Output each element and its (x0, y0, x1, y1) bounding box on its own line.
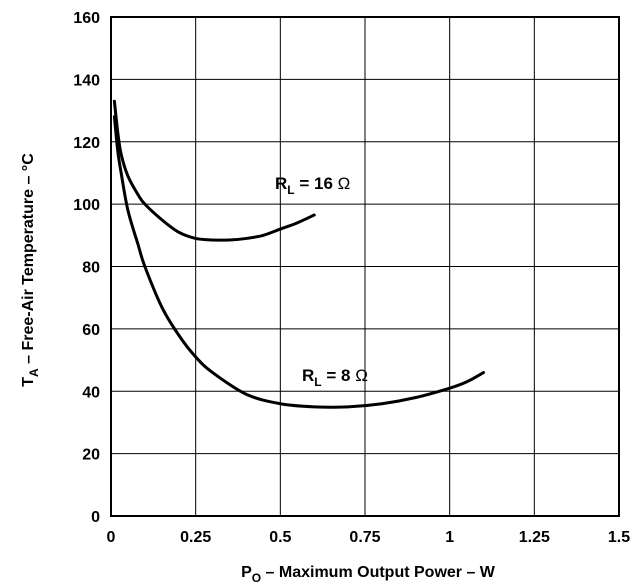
x-tick-label: 0 (107, 529, 116, 546)
y-tick-label: 120 (73, 135, 100, 152)
series-line-16-ohm (112, 99, 316, 242)
series-label-8-ohm: RL = 8 Ω (302, 366, 368, 389)
x-tick-label: 1.25 (519, 529, 550, 546)
y-tick-label: 100 (73, 197, 100, 214)
series-label-subscript: L (314, 375, 321, 389)
series-label-subscript: L (287, 183, 294, 197)
y-axis-label-subscript: A (27, 368, 41, 377)
x-axis-label-text: – Maximum Output Power – W (261, 564, 496, 581)
x-axis-label-subscript: O (252, 571, 261, 585)
x-tick-label: 0.25 (180, 529, 211, 546)
series-label-symbol: R (275, 174, 287, 193)
y-tick-label: 40 (82, 384, 100, 401)
y-axis-label-text: – Free-Air Temperature – (20, 171, 37, 368)
series-label-16-ohm: RL = 16 Ω (275, 174, 350, 197)
series-group (112, 99, 486, 409)
y-axis-label-symbol: T (20, 377, 37, 387)
x-tick-label: 1.5 (608, 529, 630, 546)
y-tick-label: 60 (82, 322, 100, 339)
series-label-unit: Ω (338, 174, 351, 193)
y-axis-label-unit: °C (20, 153, 37, 171)
series-line-8-ohm (112, 115, 486, 409)
axis-ticks: 0 0.25 0.5 0.75 1 1.25 1.5 0 20 40 60 80 100 120 140 16… (73, 10, 630, 546)
plot-frame (110, 16, 620, 517)
y-tick-label: 80 (82, 260, 100, 277)
x-axis-label-symbol: P (241, 564, 252, 581)
x-tick-label: 0.75 (349, 529, 380, 546)
x-tick-label: 1 (445, 529, 454, 546)
y-tick-label: 140 (73, 72, 100, 89)
x-tick-label: 0.5 (269, 529, 291, 546)
grid-lines (111, 17, 619, 516)
series-label-text: = 8 (322, 366, 356, 385)
y-tick-label: 20 (82, 447, 100, 464)
series-label-text: = 16 (295, 174, 338, 193)
y-tick-label: 0 (91, 509, 100, 526)
series-label-symbol: R (302, 366, 314, 385)
y-tick-label: 160 (73, 10, 100, 27)
series-label-unit: Ω (355, 366, 368, 385)
x-axis-label: PO – Maximum Output Power – W (241, 564, 496, 585)
y-axis-label: TA – Free-Air Temperature – °C (20, 153, 41, 387)
